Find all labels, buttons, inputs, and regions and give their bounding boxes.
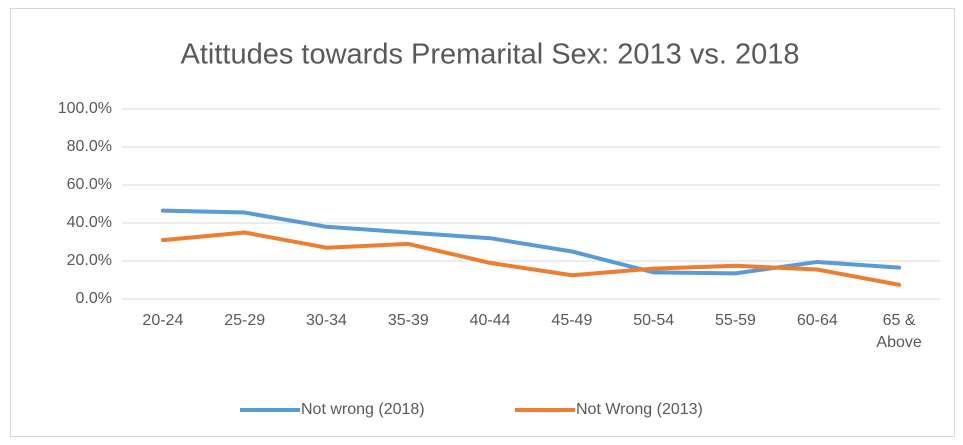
y-tick-label: 100.0%: [58, 100, 112, 117]
x-tick-label: 45-49: [551, 312, 593, 329]
x-tick-label: 25-29: [224, 312, 266, 329]
legend-label: Not Wrong (2013): [576, 401, 703, 418]
x-tick-label: 35-39: [387, 312, 429, 329]
chart-title: Atittudes towards Premarital Sex: 2013 v…: [181, 39, 800, 71]
x-tick-label: 40-44: [469, 312, 511, 329]
legend-label: Not wrong (2018): [301, 401, 425, 418]
x-tick-label: 65 & Above: [876, 312, 922, 351]
line-series: [160, 230, 902, 287]
x-tick-label: 20-24: [142, 312, 184, 329]
x-tick-label: 60-64: [796, 312, 838, 329]
y-tick-label: 80.0%: [67, 138, 112, 155]
y-tick-label: 60.0%: [67, 176, 112, 193]
y-tick-label: 20.0%: [67, 252, 112, 269]
y-tick-label: 40.0%: [67, 214, 112, 231]
y-tick-label: 0.0%: [76, 290, 112, 307]
x-tick-label: 30-34: [306, 312, 347, 329]
x-tick-label: 50-54: [633, 312, 675, 329]
x-tick-label: 55-59: [715, 312, 756, 329]
